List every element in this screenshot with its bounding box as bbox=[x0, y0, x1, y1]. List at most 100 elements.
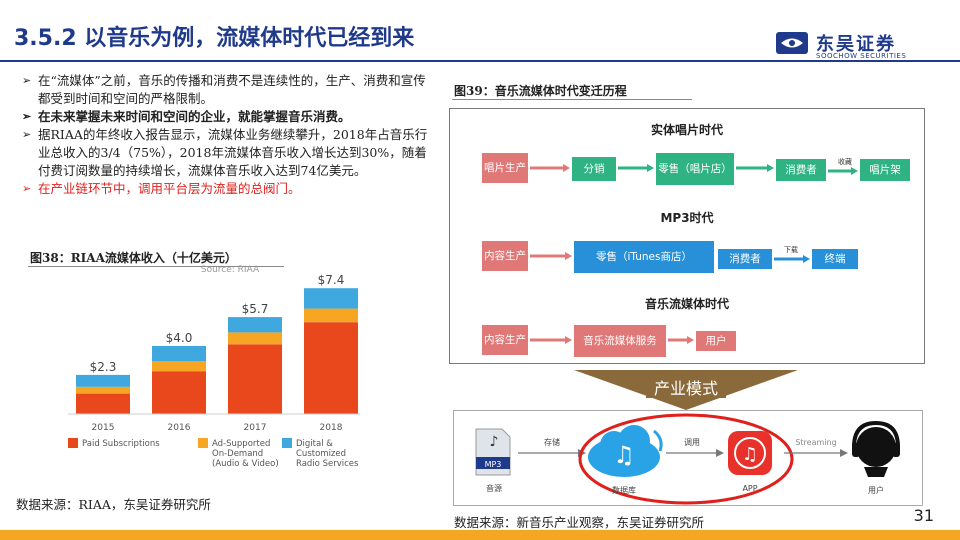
chart-bar-segment bbox=[304, 322, 358, 414]
eco-node-label: 音源 bbox=[486, 483, 502, 493]
fig38-caption-rule bbox=[28, 266, 284, 267]
company-logo: 东吴证券 SOOCHOW SECURITIES bbox=[776, 30, 926, 60]
bullet-list: ➢ 在“流媒体”之前，音乐的传播和消费不是连续性的，生产、消费和宣传都受到时间和空… bbox=[22, 72, 437, 198]
flow-box: 零售（唱片店） bbox=[656, 153, 734, 185]
chart-total-label: $5.7 bbox=[242, 302, 269, 316]
chart-bar-segment bbox=[304, 288, 358, 309]
flow-box: 零售（iTunes商店） bbox=[574, 241, 714, 273]
chart-source-note: Source: RIAA bbox=[201, 265, 260, 275]
chart-bar-segment bbox=[76, 386, 130, 394]
page-title: 3.5.2 以音乐为例，流媒体时代已经到来 bbox=[14, 26, 415, 51]
chart-bar-segment bbox=[228, 317, 282, 333]
legend-label: (Audio & Video) bbox=[212, 459, 279, 469]
flow-box: 分销 bbox=[572, 157, 616, 181]
flow-arrow-icon bbox=[736, 164, 774, 172]
bullet-text: 在未来掌握未来时间和空间的企业，就能掌握音乐消费。 bbox=[38, 109, 351, 124]
title-divider bbox=[0, 60, 960, 62]
chart-x-tick-label: 2017 bbox=[244, 423, 267, 433]
eco-edge-label: Streaming bbox=[795, 438, 836, 447]
chart-total-label: $7.4 bbox=[318, 273, 345, 287]
music-app-icon: ♫ bbox=[728, 431, 772, 475]
music-cloud-icon: ♫ bbox=[588, 425, 663, 477]
evolution-flowchart: 实体唱片时代 唱片生产 分销 零售（唱片店） 消费者 收藏 唱片架 MP3时代 … bbox=[449, 108, 925, 364]
chart-bar-segment bbox=[228, 344, 282, 414]
chart-total-label: $4.0 bbox=[166, 331, 193, 345]
legend-swatch bbox=[198, 438, 208, 448]
flow-arrow-icon bbox=[530, 252, 572, 260]
fig38-caption: 图38：RIAA流媒体收入（十亿美元） bbox=[30, 251, 237, 265]
flow-label: 下载 bbox=[784, 246, 798, 254]
era-title: MP3时代 bbox=[660, 211, 714, 225]
chart-bar-segment bbox=[152, 346, 206, 362]
flow-arrow-icon bbox=[774, 255, 810, 263]
bullet-item: ➢ 在未来掌握未来时间和空间的企业，就能掌握音乐消费。 bbox=[22, 108, 437, 126]
legend-label: Customized bbox=[296, 449, 346, 459]
ecosystem-graphic: MP3 ♪ 音源 存储 ♫ 数据库 调用 ♫ APP bbox=[475, 413, 900, 505]
page-number: 31 bbox=[913, 506, 934, 525]
legend-label: Digital & bbox=[296, 439, 333, 449]
bullet-text: 据RIAA的年终收入报告显示，流媒体业务继续攀升，2018年占音乐行业总收入的3… bbox=[38, 127, 428, 178]
fig39-caption: 图39：音乐流媒体时代变迁历程 bbox=[454, 84, 627, 98]
eco-edge-label: 调用 bbox=[684, 438, 700, 447]
bullet-item: ➢ 在产业链环节中，调用平台层为流量的总阀门。 bbox=[22, 180, 437, 198]
flow-box: 唱片生产 bbox=[482, 153, 528, 183]
flow-label: 收藏 bbox=[838, 158, 852, 166]
chart-bar-segment bbox=[152, 371, 206, 414]
chart-x-tick-label: 2015 bbox=[92, 423, 115, 433]
flow-box: 内容生产 bbox=[482, 325, 528, 355]
flow-arrow-icon bbox=[530, 164, 570, 172]
legend-swatch bbox=[282, 438, 292, 448]
bullet-arrow-icon: ➢ bbox=[22, 110, 32, 123]
bullet-arrow-icon: ➢ bbox=[22, 182, 32, 195]
chart-x-tick-label: 2016 bbox=[168, 423, 191, 433]
flow-arrow-icon bbox=[618, 164, 654, 172]
flow-box: 消费者 bbox=[776, 159, 826, 181]
fig39-caption-rule bbox=[452, 99, 692, 100]
bullet-text: 在产业链环节中，调用平台层为流量的总阀门。 bbox=[38, 181, 301, 196]
eco-node-label: 数据库 bbox=[612, 485, 636, 495]
logo-name-en: SOOCHOW SECURITIES bbox=[816, 52, 907, 60]
svg-text:♫: ♫ bbox=[613, 441, 635, 469]
legend-label: On-Demand bbox=[212, 449, 263, 459]
flow-box: 用户 bbox=[696, 331, 736, 351]
flow-box: 内容生产 bbox=[482, 241, 528, 271]
footer-bar bbox=[0, 530, 960, 540]
eco-node-label: APP bbox=[742, 484, 757, 493]
mode-label: 产业模式 bbox=[654, 379, 718, 398]
industry-mode-arrow-icon: 产业模式 bbox=[574, 370, 798, 410]
flow-arrow-icon bbox=[530, 336, 572, 344]
bullet-arrow-icon: ➢ bbox=[22, 74, 32, 87]
bullet-arrow-icon: ➢ bbox=[22, 128, 32, 141]
flow-box: 唱片架 bbox=[860, 159, 910, 181]
legend-label: Radio Services bbox=[296, 459, 359, 469]
flow-arrow-icon bbox=[668, 336, 694, 344]
flow-arrow-icon bbox=[828, 167, 858, 175]
headphone-user-icon bbox=[852, 420, 900, 477]
chart-bar-segment bbox=[76, 374, 130, 387]
flow-box: 消费者 bbox=[718, 249, 772, 269]
legend-label: Paid Subscriptions bbox=[82, 439, 160, 449]
ecosystem-diagram: MP3 ♪ 音源 存储 ♫ 数据库 调用 ♫ APP bbox=[453, 410, 923, 506]
legend-swatch bbox=[68, 438, 78, 448]
era-title: 实体唱片时代 bbox=[650, 123, 723, 137]
eco-edge-label: 存储 bbox=[544, 437, 560, 447]
chart-total-label: $2.3 bbox=[90, 360, 117, 374]
flow-box: 终端 bbox=[812, 249, 858, 269]
mp3-file-icon: MP3 ♪ bbox=[475, 428, 511, 476]
flow-box: 音乐流媒体服务 bbox=[574, 325, 666, 357]
logo-name-cn: 东吴证券 bbox=[816, 34, 896, 55]
bullet-item: ➢ 在“流媒体”之前，音乐的传播和消费不是连续性的，生产、消费和宣传都受到时间和空… bbox=[22, 72, 437, 108]
logo-mark-icon bbox=[776, 32, 808, 54]
riaa-streaming-chart: Source: RIAA $2.3 2015 $4.0 2016 $5.7 2017 $7.4… bbox=[68, 265, 360, 469]
chart-x-tick-label: 2018 bbox=[320, 423, 343, 433]
legend-label: Ad-Supported bbox=[212, 439, 270, 449]
chart-bar-segment bbox=[152, 361, 206, 372]
chart-bar-segment bbox=[76, 393, 130, 414]
chart-bar-segment bbox=[304, 308, 358, 323]
fig38-source: 数据来源：RIAA，东吴证券研究所 bbox=[16, 497, 211, 512]
svg-text:♫: ♫ bbox=[742, 444, 758, 465]
svg-text:♪: ♪ bbox=[490, 434, 499, 450]
mp3-text: MP3 bbox=[485, 460, 502, 469]
chart-bar-segment bbox=[228, 332, 282, 345]
eco-node-label: 用户 bbox=[868, 485, 884, 495]
